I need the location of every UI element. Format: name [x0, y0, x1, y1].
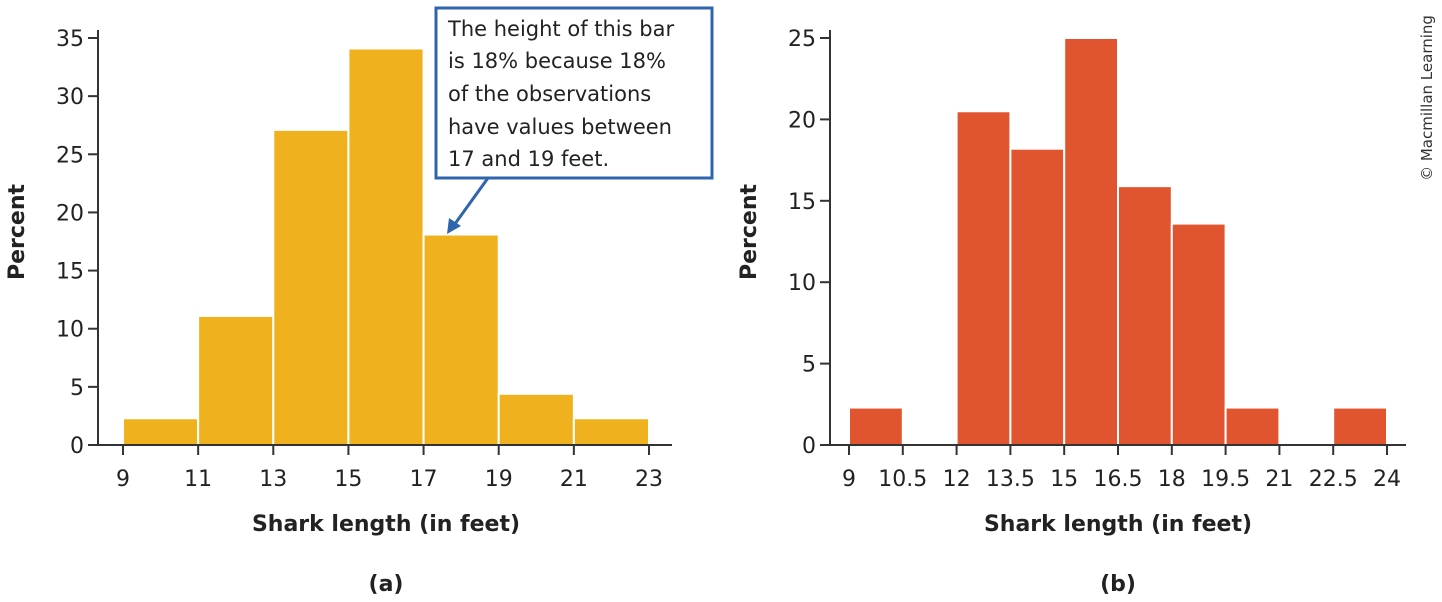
- y-tick-label: 30: [56, 85, 84, 110]
- x-tick-label: 9: [842, 467, 856, 492]
- panel-a-callout: The height of this bar is 18% because 18…: [434, 6, 714, 234]
- y-tick-label: 25: [788, 27, 816, 52]
- x-tick-label: 23: [635, 467, 663, 492]
- panel-a-y-axis-title: Percent: [5, 184, 30, 281]
- y-tick-label: 0: [802, 434, 816, 459]
- panel-a-x-axis-title: Shark length (in feet): [252, 512, 520, 537]
- panel-b-x-axis-title: Shark length (in feet): [984, 512, 1252, 537]
- x-tick-label: 17: [410, 467, 438, 492]
- panel-b-y-axis-title: Percent: [737, 184, 762, 281]
- callout-box: [434, 6, 714, 180]
- y-tick-label: 25: [56, 143, 84, 168]
- x-tick-label: 19: [485, 467, 513, 492]
- callout-line-2: is 18% because 18%: [448, 49, 666, 73]
- y-tick-label: 15: [788, 190, 816, 215]
- copyright-credit: © Macmillan Learning: [1418, 15, 1436, 181]
- x-tick-label: 21: [560, 467, 588, 492]
- callout-arrowhead: [447, 218, 461, 234]
- x-tick-label: 21: [1265, 467, 1293, 492]
- y-tick-label: 10: [788, 271, 816, 296]
- x-tick-label: 12: [943, 467, 971, 492]
- panel-b-y-ticks: 0 5 10 15 20 25: [788, 27, 830, 459]
- y-tick-label: 10: [56, 318, 84, 343]
- histogram-bar: [197, 314, 275, 446]
- x-tick-label: 15: [334, 467, 362, 492]
- histogram-bar: [497, 392, 575, 447]
- x-tick-label: 10.5: [878, 467, 927, 492]
- histogram-bar: [955, 110, 1012, 446]
- panel-a-bars: [122, 47, 650, 447]
- panel-a-x-ticks: 9 11 13 15 17 19 21 23: [116, 445, 663, 492]
- histogram-bar: [1332, 406, 1388, 446]
- histogram-bar: [1224, 406, 1281, 446]
- panel-a-axes: [97, 30, 672, 446]
- callout-line-5: 17 and 19 feet.: [448, 147, 609, 171]
- histogram-bar: [1170, 222, 1227, 446]
- histogram-bar: [848, 406, 904, 446]
- x-tick-label: 16.5: [1094, 467, 1143, 492]
- callout-line-4: have values between: [448, 115, 672, 139]
- y-tick-label: 20: [56, 201, 84, 226]
- panel-a-histogram: 0 5 10 15 20 25 30 35 9 11 13 15 17 19 21 23 Percent S…: [5, 6, 714, 597]
- histogram-bar: [1009, 147, 1066, 446]
- histogram-bar: [422, 233, 500, 446]
- y-tick-label: 20: [788, 108, 816, 133]
- x-tick-label: 22.5: [1309, 467, 1358, 492]
- x-tick-label: 13: [259, 467, 287, 492]
- panel-a-label: (a): [369, 572, 404, 597]
- x-tick-label: 15: [1050, 467, 1078, 492]
- y-tick-label: 0: [70, 434, 84, 459]
- histogram-bar: [1117, 185, 1173, 446]
- histogram-bar: [272, 128, 350, 446]
- panel-a-y-ticks: 0 5 10 15 20 25 30 35: [56, 27, 98, 459]
- panel-b-histogram: 0 5 10 15 20 25 9 10.5 12 13.5 15 16.5 18 19.5 21 22.5…: [737, 27, 1406, 597]
- x-tick-label: 13.5: [986, 467, 1035, 492]
- histogram-bar: [122, 417, 200, 446]
- panel-b-bars: [848, 37, 1388, 446]
- y-tick-label: 5: [802, 353, 816, 378]
- histogram-bar: [347, 47, 425, 446]
- panel-b-label: (b): [1100, 572, 1136, 597]
- callout-line-3: of the observations: [448, 82, 651, 106]
- x-tick-label: 19.5: [1201, 467, 1250, 492]
- callout-line-1: The height of this bar: [447, 17, 674, 41]
- y-tick-label: 35: [56, 27, 84, 52]
- callout-leader-line: [450, 177, 490, 229]
- y-tick-label: 5: [70, 376, 84, 401]
- histogram-bar: [1063, 37, 1119, 446]
- x-tick-label: 11: [184, 467, 212, 492]
- panel-b-x-ticks: 9 10.5 12 13.5 15 16.5 18 19.5 21 22.5 24: [842, 445, 1401, 492]
- x-tick-label: 24: [1373, 467, 1401, 492]
- histogram-bar: [572, 417, 650, 446]
- y-tick-label: 15: [56, 260, 84, 285]
- x-tick-label: 9: [116, 467, 130, 492]
- x-tick-label: 18: [1158, 467, 1186, 492]
